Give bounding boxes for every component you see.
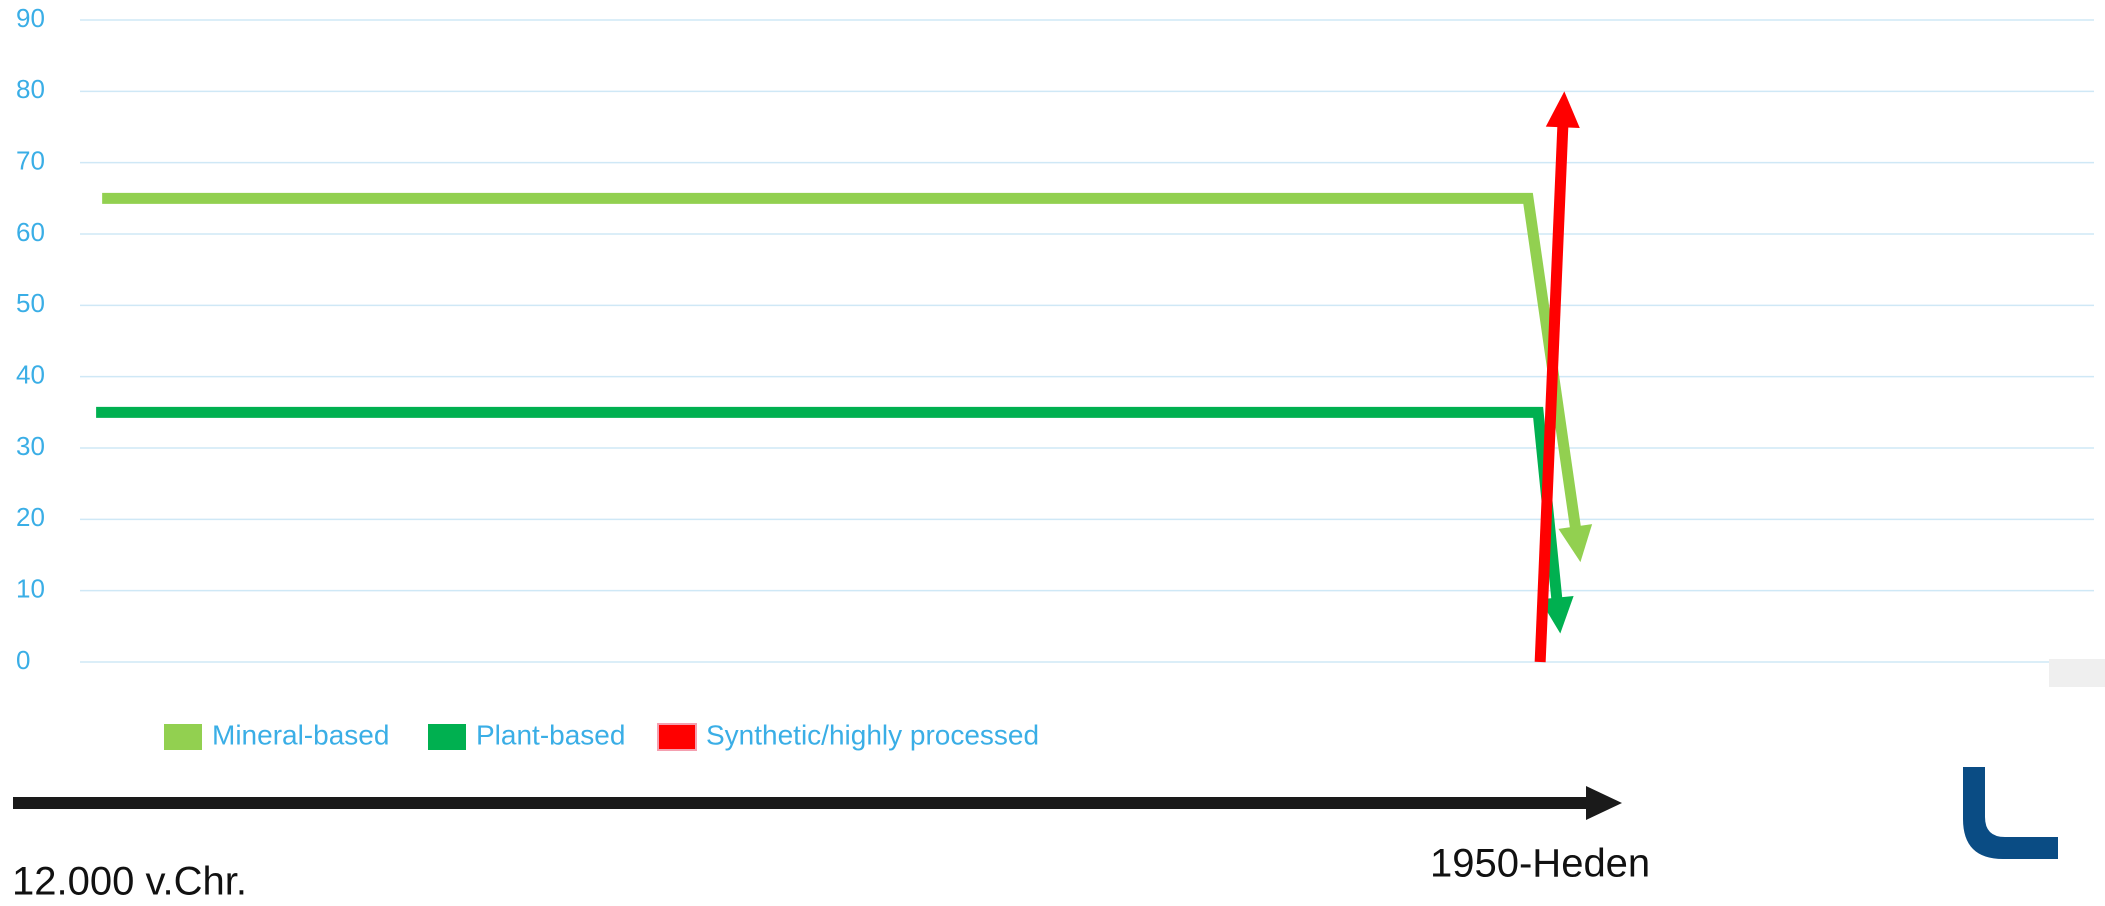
legend-swatch <box>164 724 202 750</box>
y-tick-label: 20 <box>16 502 45 532</box>
y-tick-label: 10 <box>16 574 45 604</box>
series-line <box>1534 123 1569 663</box>
logo <box>1963 767 2058 859</box>
legend-swatch <box>428 724 466 750</box>
legend: Mineral-based Plant-based Synthetic/highly… <box>164 719 1039 751</box>
y-tick-label: 60 <box>16 217 45 247</box>
corner-box <box>2049 659 2105 687</box>
arrow-head <box>1545 91 1580 129</box>
legend-label: Synthetic/highly processed <box>706 719 1039 750</box>
y-tick-label: 50 <box>16 288 45 318</box>
legend-label: Plant-based <box>476 719 625 750</box>
annotation: 1950-Heden <box>1430 842 1650 886</box>
y-tick-label: 0 <box>16 645 30 675</box>
lines <box>96 91 1593 663</box>
y-tick-label: 90 <box>16 3 45 33</box>
series-line <box>102 192 1582 532</box>
arrow-head <box>1539 595 1574 634</box>
y-tick-label: 40 <box>16 360 45 390</box>
y-tick-label: 70 <box>16 146 45 176</box>
series-line <box>96 406 1563 603</box>
legend-swatch <box>657 723 697 751</box>
timeline-arrow-head <box>1586 786 1622 820</box>
y-tick-label: 80 <box>16 74 45 104</box>
arrow-head <box>1558 524 1593 563</box>
annotation: 12.000 v.Chr. <box>12 860 247 904</box>
legend-label: Mineral-based <box>212 719 389 750</box>
y-tick-label: 30 <box>16 431 45 461</box>
grid: 0 10 20 30 40 50 60 70 80 90 <box>16 3 2094 675</box>
